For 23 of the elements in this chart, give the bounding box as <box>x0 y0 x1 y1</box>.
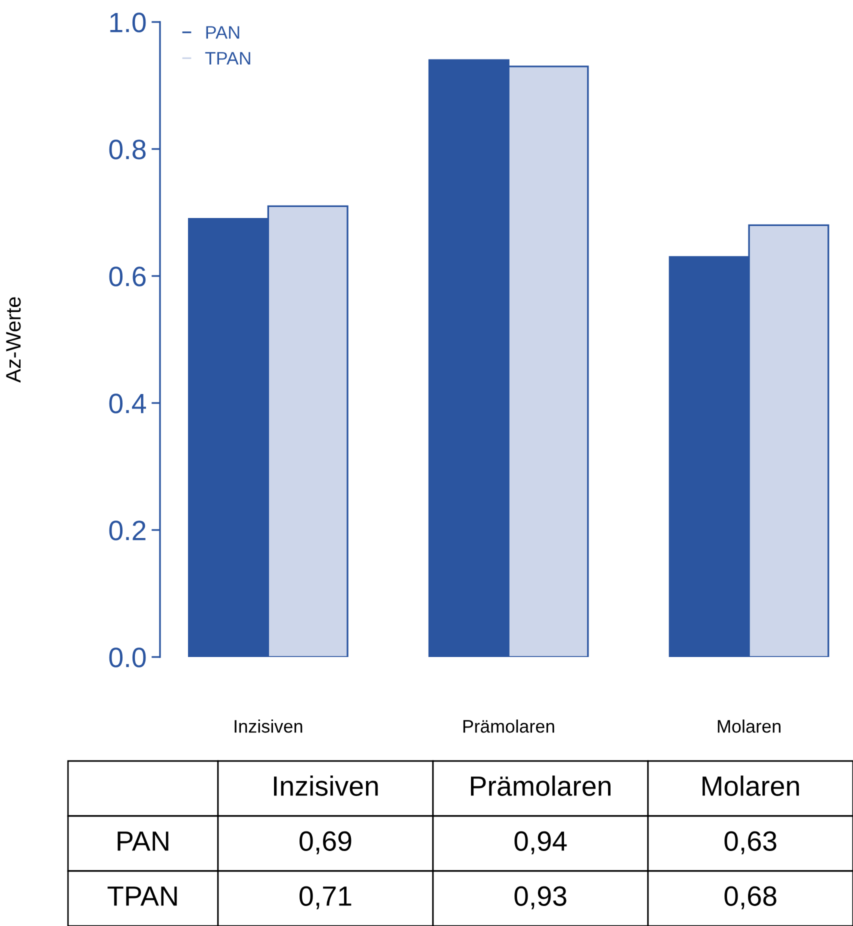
y-tick-label: 1.0 <box>110 12 146 32</box>
category-label: Inzisiven <box>274 776 378 796</box>
data-label: 0,93 <box>514 886 566 910</box>
text: PAN <box>118 832 168 851</box>
y-tick-label: 0.8 <box>109 140 146 160</box>
data-label: 0,94 <box>514 831 567 854</box>
y-tick-label: 0.2 <box>109 520 146 540</box>
data-label: 0,63 <box>724 831 776 854</box>
legend-label: TPAN <box>205 52 250 64</box>
x-tick-label: Inzisiven <box>234 720 302 733</box>
text: TPAN <box>108 886 177 906</box>
x-tick-label: Prämolaren <box>463 720 554 733</box>
y-axis-title: Az-Werte <box>6 297 21 383</box>
y-tick-label: 0.4 <box>109 394 146 414</box>
data-label: 0,68 <box>724 886 776 910</box>
data-label: 0,71 <box>300 886 352 910</box>
category-label: Molaren <box>702 776 799 796</box>
y-tick-label: 0.6 <box>109 266 146 286</box>
y-tick-label: 0.0 <box>109 648 146 668</box>
x-tick-label: Molaren <box>718 720 780 733</box>
data-label: 0,69 <box>300 831 352 854</box>
legend-label: PAN <box>206 26 240 39</box>
category-label: Prämolaren <box>470 776 610 796</box>
